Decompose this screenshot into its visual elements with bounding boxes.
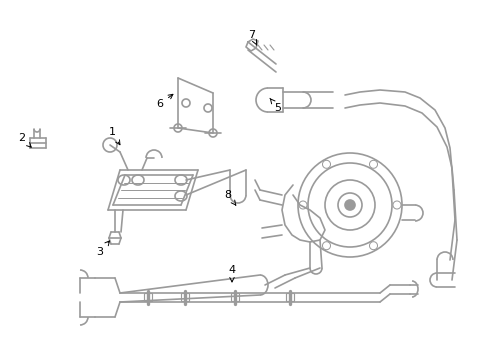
Text: 5: 5 — [270, 98, 281, 113]
Text: 4: 4 — [228, 265, 236, 282]
Text: 6: 6 — [156, 94, 173, 109]
Text: 8: 8 — [224, 190, 236, 205]
Text: 7: 7 — [248, 30, 257, 45]
Bar — [231, 293, 239, 301]
Bar — [181, 293, 189, 301]
Bar — [286, 293, 294, 301]
Text: 2: 2 — [19, 133, 31, 147]
Circle shape — [345, 200, 355, 210]
Bar — [144, 293, 152, 301]
Text: 1: 1 — [108, 127, 120, 145]
Text: 3: 3 — [97, 241, 109, 257]
